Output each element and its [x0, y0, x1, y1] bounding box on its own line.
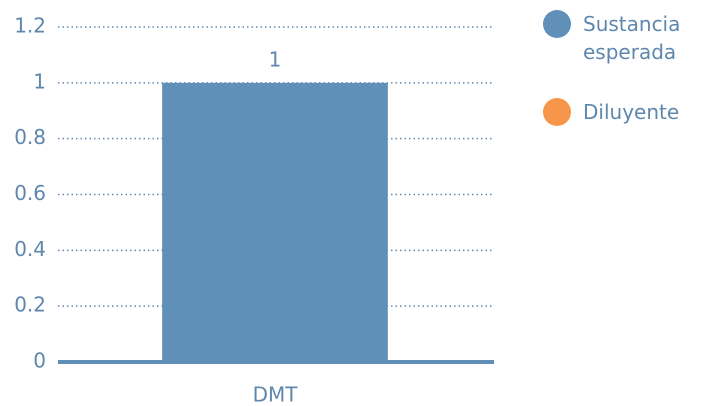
legend-label: Diluyente [583, 100, 680, 124]
y-tick-label: 0 [33, 349, 46, 373]
legend-marker [543, 10, 571, 38]
y-tick-label: 0.8 [14, 125, 46, 149]
bar [162, 82, 388, 362]
x-tick-label: DMT [253, 383, 299, 406]
y-tick-label: 1 [33, 69, 46, 93]
y-tick-label: 1.2 [14, 14, 46, 38]
y-tick-label: 0.6 [14, 181, 46, 205]
y-tick-label: 0.2 [14, 293, 46, 317]
legend-label: Sustancia esperada [583, 12, 681, 64]
legend-marker [543, 98, 571, 126]
y-tick-label: 0.4 [14, 237, 46, 261]
data-label: 1 [269, 47, 282, 71]
